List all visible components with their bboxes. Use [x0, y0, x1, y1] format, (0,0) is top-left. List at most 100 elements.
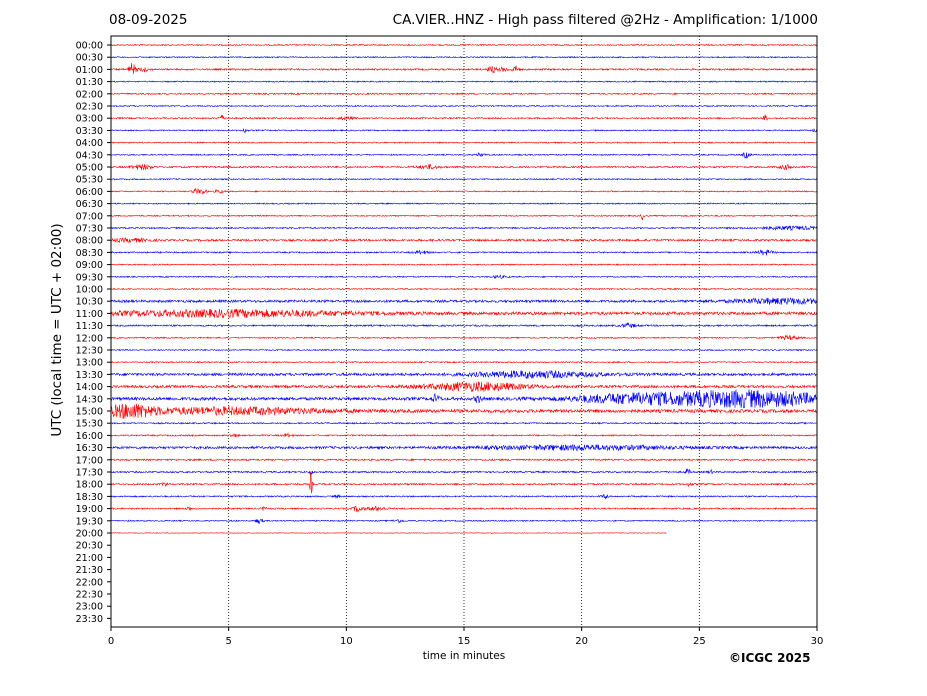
trace-1430 — [110, 389, 818, 409]
trace-1900 — [110, 505, 818, 513]
y-tick-label: 17:00 — [76, 455, 103, 466]
trace-1200 — [110, 334, 818, 341]
trace-0700 — [110, 214, 818, 221]
plot-frame — [110, 35, 818, 628]
y-tick-label: 21:30 — [76, 565, 103, 576]
y-tick-label: 02:00 — [76, 89, 103, 100]
y-tick-label: 22:00 — [76, 577, 103, 588]
y-tick-label: 01:00 — [76, 65, 103, 76]
trace-2000 — [110, 532, 667, 534]
trace-0630 — [110, 202, 818, 205]
trace-1630 — [110, 443, 818, 452]
y-tick-label: 16:30 — [76, 443, 103, 454]
trace-0330 — [110, 128, 818, 134]
grid-layer — [228, 36, 700, 627]
y-tick-label: 03:00 — [76, 114, 103, 125]
y-tick-label: 12:00 — [76, 333, 103, 344]
y-tick-label: 02:30 — [76, 102, 103, 113]
y-tick-label: 19:30 — [76, 516, 103, 527]
trace-0900 — [110, 263, 818, 266]
trace-0530 — [110, 177, 818, 181]
y-tick-label: 14:00 — [76, 382, 103, 393]
y-tick-label: 23:00 — [76, 602, 103, 613]
y-tick-label: 11:00 — [76, 309, 103, 320]
y-tick-label: 11:30 — [76, 321, 103, 332]
trace-layer — [110, 43, 818, 534]
trace-1730 — [110, 468, 818, 476]
y-tick-label: 05:30 — [76, 175, 103, 186]
date-label: 08-09-2025 — [109, 12, 188, 28]
trace-0230 — [110, 104, 818, 108]
y-tick-label: 10:00 — [76, 285, 103, 296]
trace-0400 — [110, 141, 818, 144]
x-tick-label: 20 — [575, 636, 588, 647]
trace-1830 — [110, 494, 818, 500]
y-tick-label: 06:30 — [76, 199, 103, 210]
trace-1000 — [110, 287, 818, 291]
y-tick-label: 20:00 — [76, 529, 103, 540]
trace-1030 — [110, 297, 818, 306]
copyright-label: ©ICGC 2025 — [729, 651, 811, 665]
y-tick-label: 07:00 — [76, 211, 103, 222]
y-tick-label: 08:00 — [76, 236, 103, 247]
y-tick-label: 13:00 — [76, 358, 103, 369]
y-tick-label: 00:30 — [76, 53, 103, 64]
y-tick-label: 05:00 — [76, 163, 103, 174]
x-tick-label: 25 — [693, 636, 706, 647]
y-axis-label: UTC (local time = UTC + 02:00) — [49, 223, 65, 437]
trace-1100 — [110, 308, 818, 319]
x-tick-label: 0 — [108, 636, 114, 647]
trace-1400 — [110, 381, 818, 392]
trace-1530 — [110, 421, 818, 425]
trace-1300 — [110, 360, 818, 364]
trace-0300 — [110, 114, 818, 121]
trace-0430 — [110, 151, 818, 159]
y-tick-label: 13:30 — [76, 370, 103, 381]
trace-0500 — [110, 163, 818, 171]
trace-0800 — [110, 236, 818, 244]
trace-0130 — [110, 80, 818, 83]
chart-title: CA.VIER..HNZ - High pass filtered @2Hz -… — [392, 12, 818, 28]
trace-1330 — [110, 369, 818, 379]
trace-0730 — [110, 225, 818, 231]
trace-0600 — [110, 188, 818, 195]
y-tick-label: 01:30 — [76, 77, 103, 88]
y-tick-label: 23:30 — [76, 614, 103, 625]
trace-0030 — [110, 55, 818, 59]
y-tick-label: 18:30 — [76, 492, 103, 503]
trace-1230 — [110, 348, 818, 352]
y-tick-label: 09:30 — [76, 272, 103, 283]
y-tick-label: 19:00 — [76, 504, 103, 515]
y-tick-label: 17:30 — [76, 468, 103, 479]
trace-1800 — [110, 471, 818, 494]
y-tick-label: 04:00 — [76, 138, 103, 149]
trace-0000 — [110, 43, 818, 47]
y-tick-label: 16:00 — [76, 431, 103, 442]
x-tick-label: 10 — [340, 636, 353, 647]
y-tick-label: 08:30 — [76, 248, 103, 259]
trace-1500 — [110, 403, 818, 420]
trace-0930 — [110, 274, 818, 280]
trace-0830 — [110, 249, 818, 256]
trace-1130 — [110, 321, 818, 329]
x-tick-label: 5 — [225, 636, 231, 647]
trace-1700 — [110, 458, 818, 462]
y-tick-label: 21:00 — [76, 553, 103, 564]
y-tick-label: 10:30 — [76, 297, 103, 308]
trace-1600 — [110, 432, 818, 438]
y-tick-label: 03:30 — [76, 126, 103, 137]
y-tick-label: 20:30 — [76, 541, 103, 552]
y-tick-label: 09:00 — [76, 260, 103, 271]
y-tick-label: 15:00 — [76, 407, 103, 418]
y-tick-label: 22:30 — [76, 590, 103, 601]
y-tick-label: 07:30 — [76, 224, 103, 235]
y-tick-label: 12:30 — [76, 346, 103, 357]
y-tick-label: 14:30 — [76, 394, 103, 405]
trace-1930 — [110, 519, 818, 525]
x-tick-label: 30 — [811, 636, 824, 647]
y-tick-label: 04:30 — [76, 150, 103, 161]
y-tick-label: 18:00 — [76, 480, 103, 491]
x-axis-label: time in minutes — [422, 650, 506, 662]
